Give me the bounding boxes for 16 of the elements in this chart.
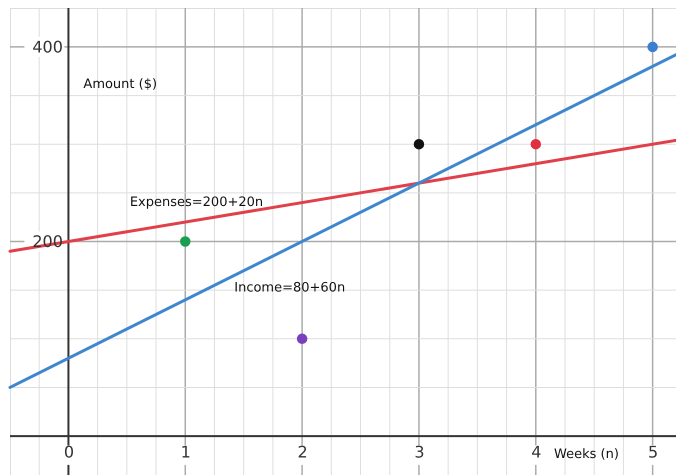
y-axis-title: Amount ($) — [83, 77, 158, 92]
point — [530, 138, 542, 150]
point — [296, 334, 308, 344]
series-label: Income=80+60n — [234, 280, 346, 296]
x-tick-label: 1 — [180, 442, 191, 462]
point — [647, 42, 658, 52]
x-tick-label: 5 — [648, 442, 658, 462]
point — [180, 236, 191, 247]
x-tick-label: 4 — [531, 442, 542, 462]
x-tick-label: 3 — [414, 442, 425, 462]
series-label: Expenses=200+20n — [130, 195, 264, 210]
x-tick-label: 0 — [64, 442, 74, 462]
y-tick-label: 400 — [32, 37, 63, 56]
x-axis-title: Weeks (n) — [554, 447, 619, 462]
x-tick-label: 2 — [298, 442, 308, 462]
point — [414, 138, 424, 150]
